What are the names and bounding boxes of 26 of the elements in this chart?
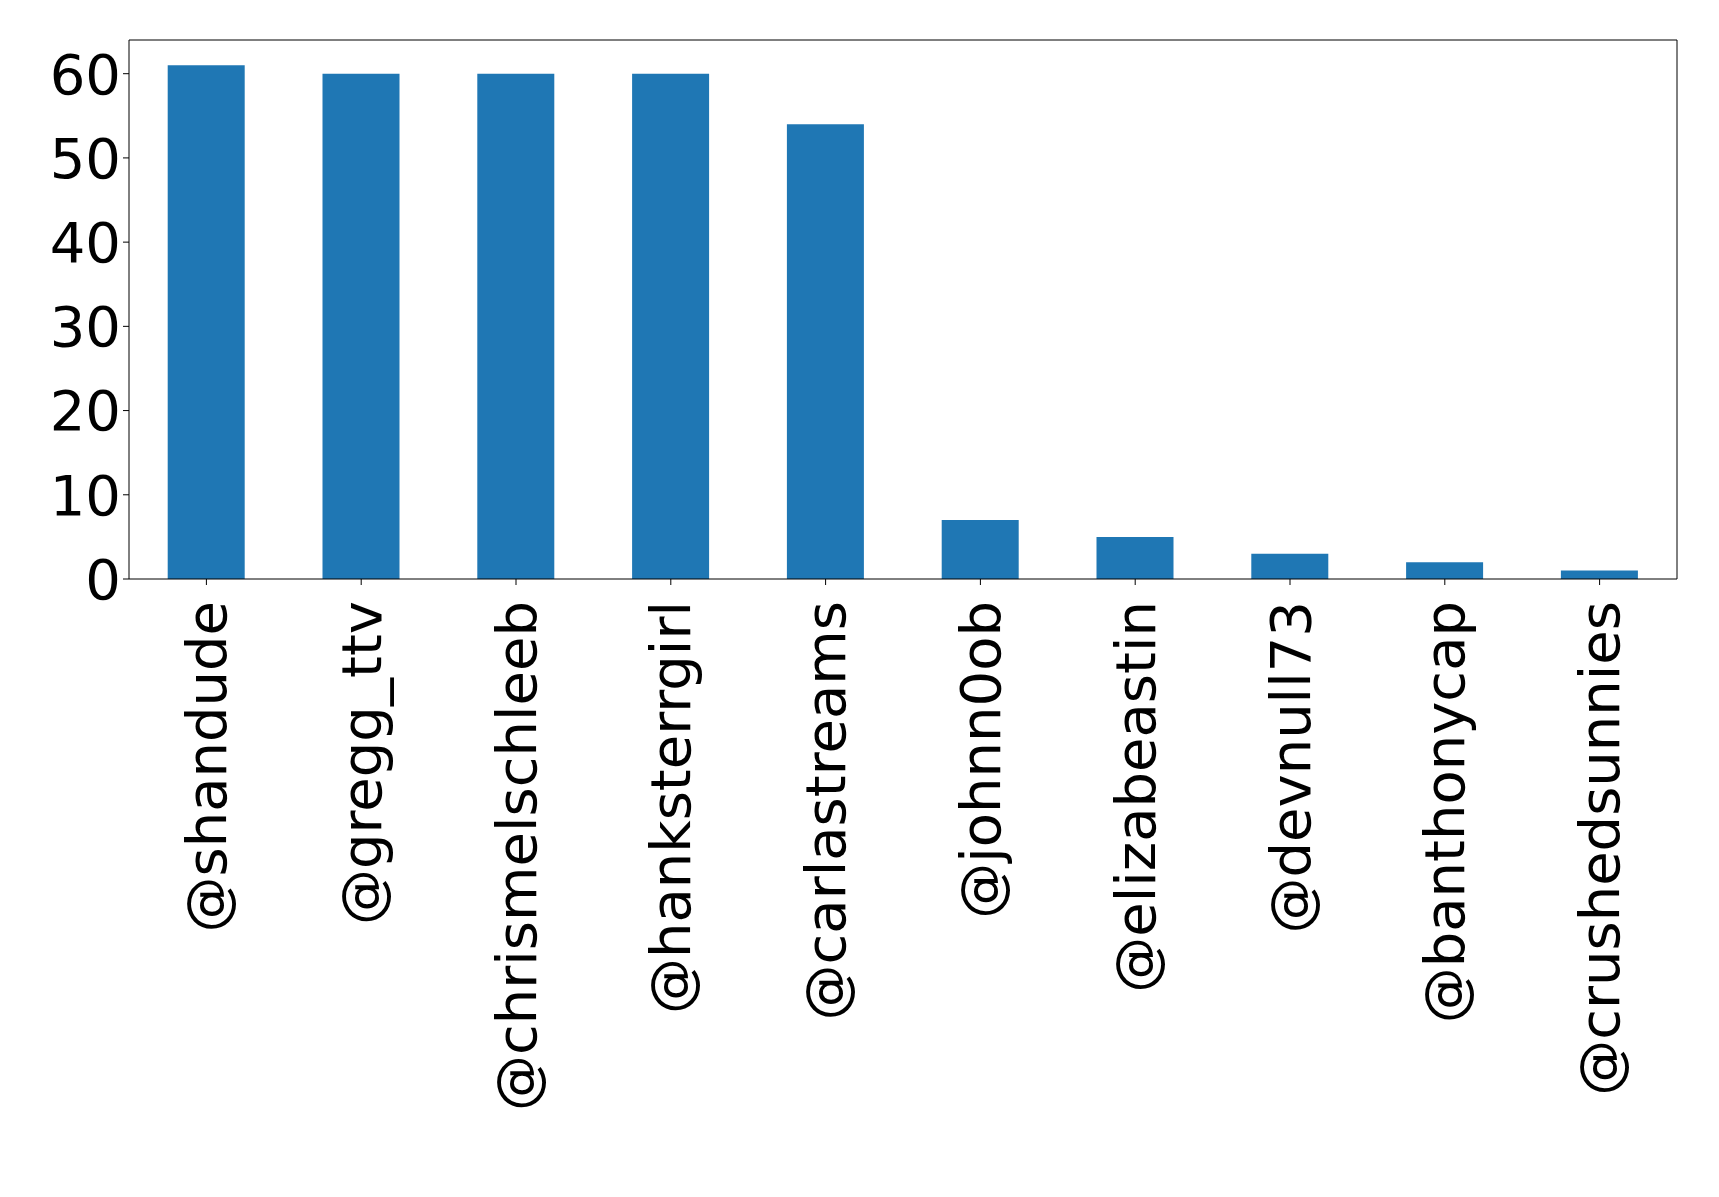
y-tick-label: 30	[49, 294, 121, 360]
bar	[786, 124, 864, 579]
bar	[167, 65, 245, 579]
x-tick-label: @johnn0ob	[947, 601, 1013, 919]
bar	[632, 73, 710, 579]
y-tick-label: 60	[49, 41, 121, 107]
bar	[1406, 562, 1484, 579]
x-tick-label: @hanksterrgirl	[638, 601, 704, 1015]
x-tick-label: @shandude	[173, 601, 239, 933]
bar	[477, 73, 555, 579]
y-tick-label: 20	[49, 378, 121, 444]
bar	[1251, 553, 1329, 579]
x-tick-label: @devnull73	[1257, 601, 1323, 934]
y-tick-label: 10	[49, 462, 121, 528]
x-tick-label: @gregg_ttv	[328, 601, 394, 925]
y-tick-label: 50	[49, 125, 121, 191]
bar	[941, 520, 1019, 579]
x-tick-label: @carlastreams	[793, 601, 859, 1021]
bar	[1096, 536, 1174, 579]
x-tick-label: @chrismelschleeb	[483, 601, 549, 1112]
x-tick-label: @crushedsunnies	[1567, 601, 1633, 1096]
y-tick-label: 40	[49, 210, 121, 276]
x-tick-label: @banthonycap	[1412, 601, 1478, 1024]
bar	[322, 73, 400, 579]
y-tick-label: 0	[85, 546, 121, 612]
x-tick-label: @elizabeastin	[1102, 601, 1168, 993]
